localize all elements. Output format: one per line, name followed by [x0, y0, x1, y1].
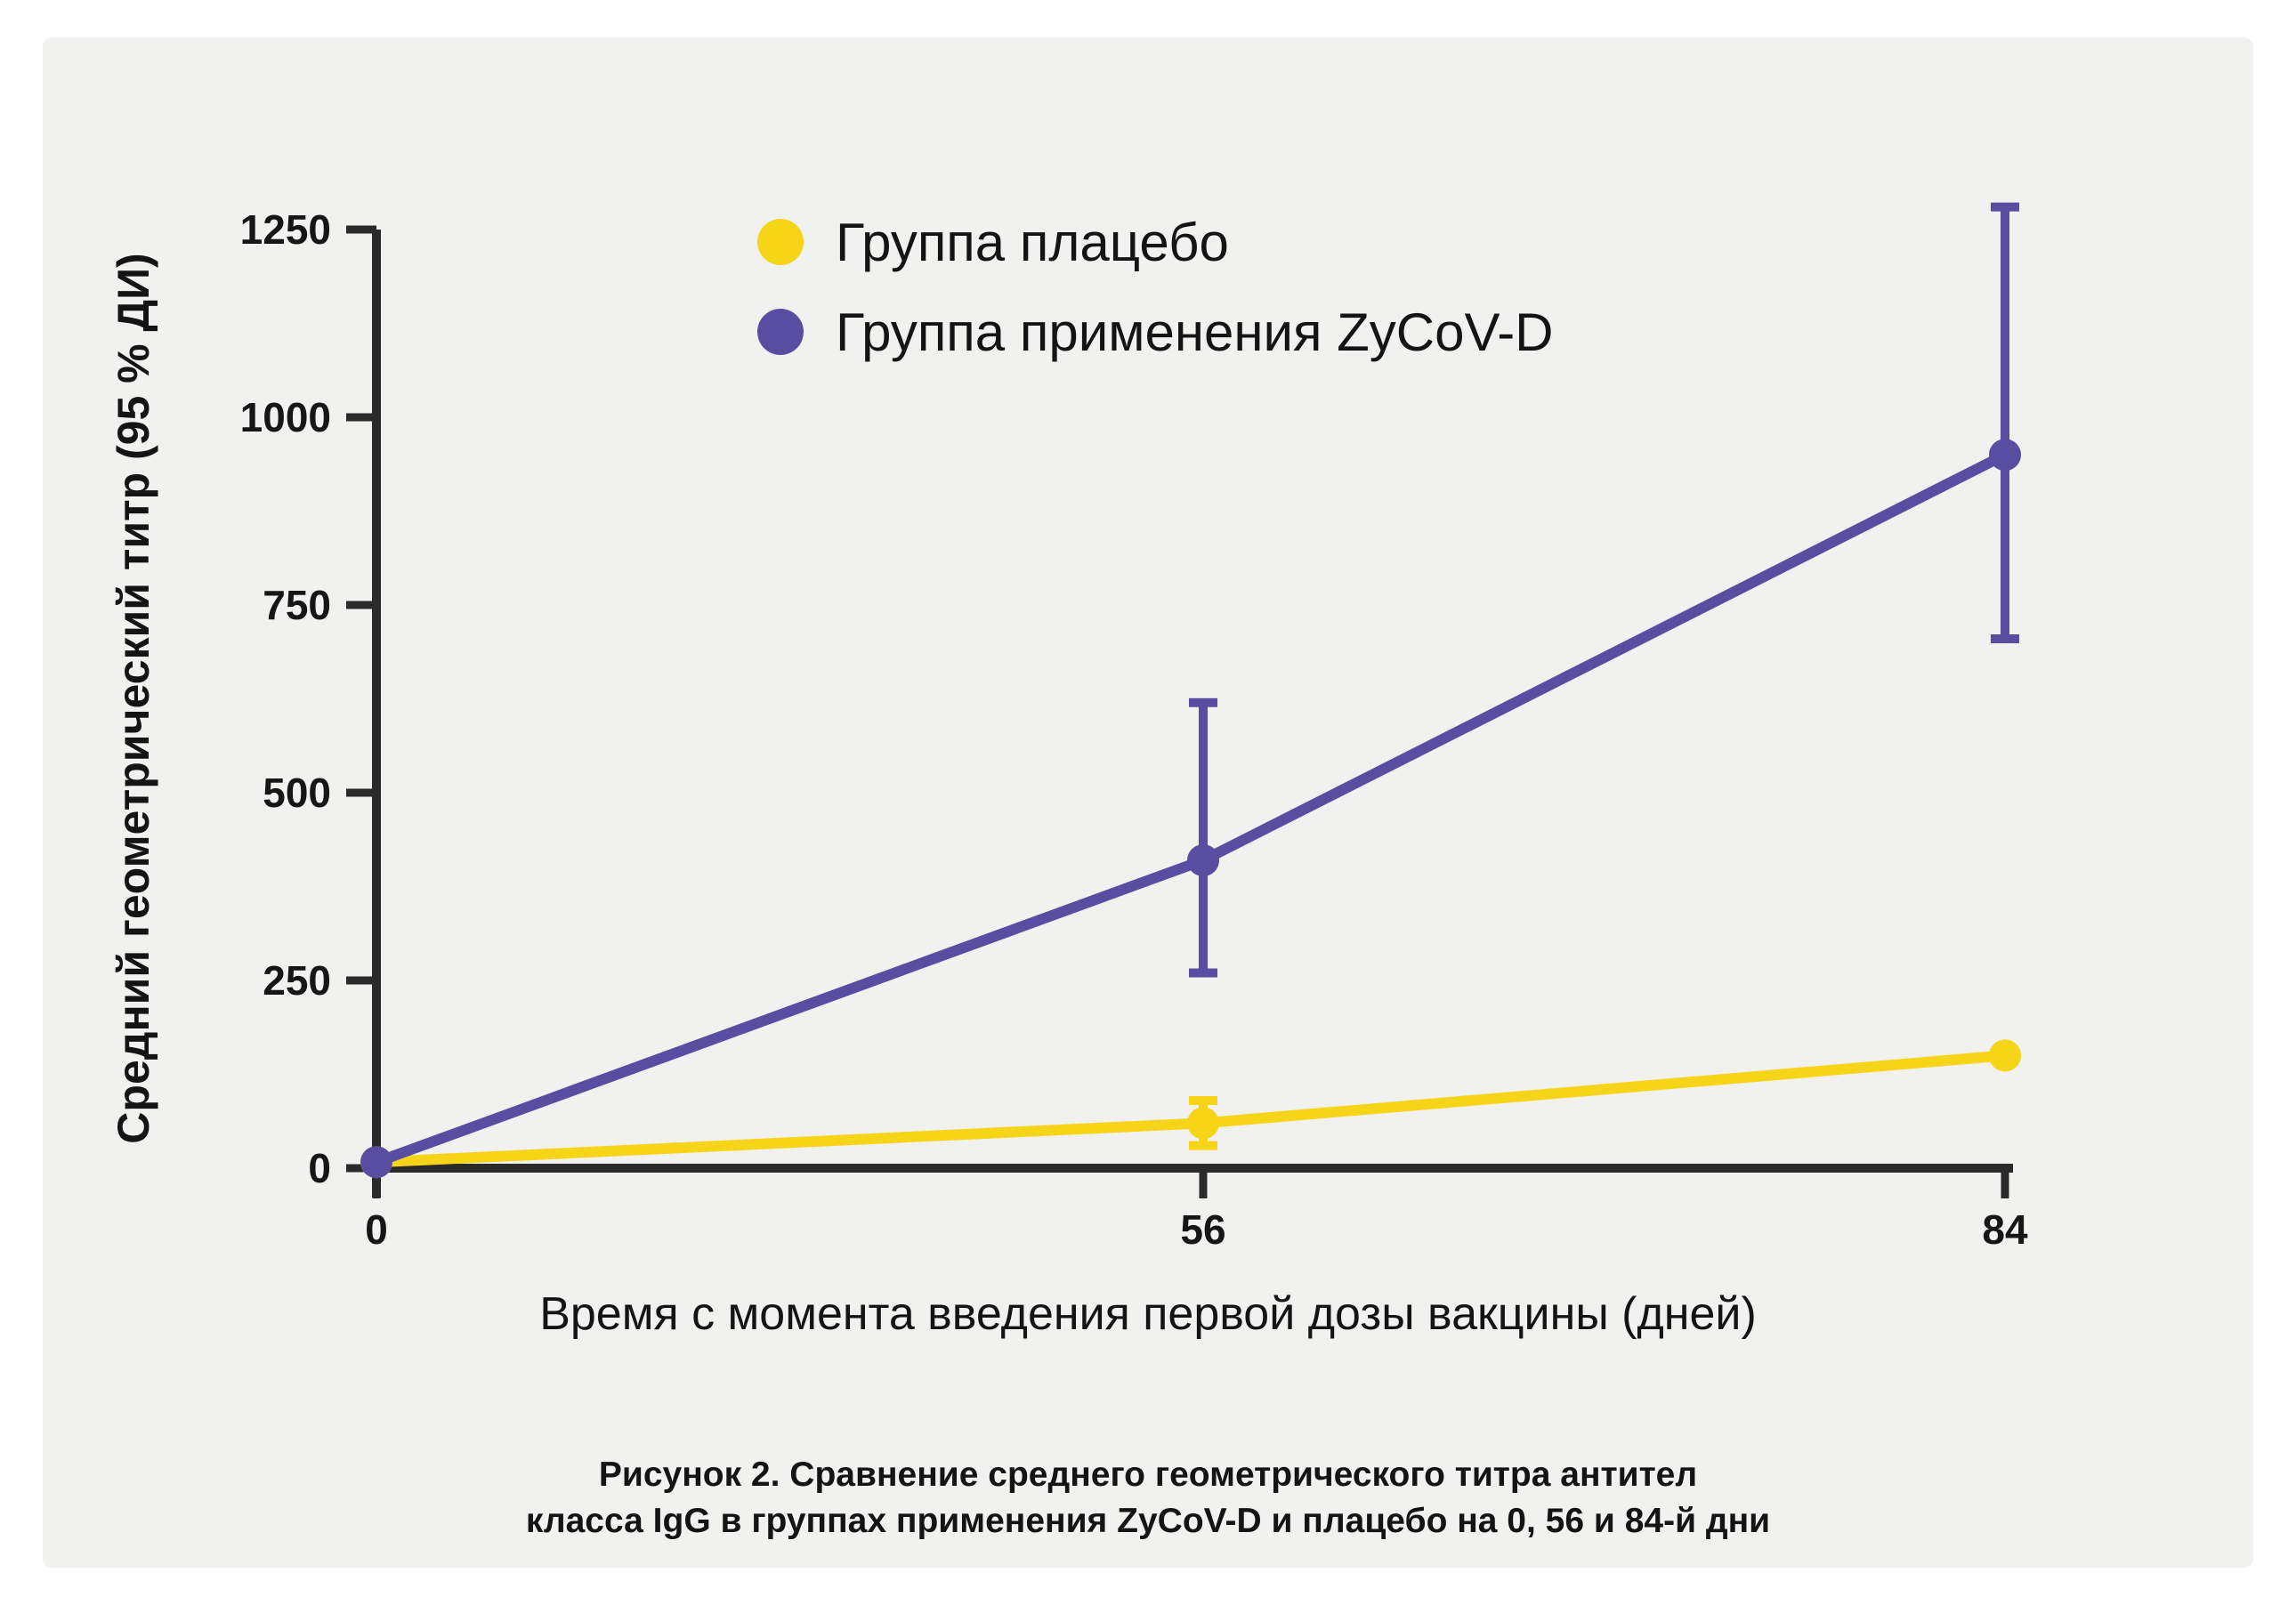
data-point	[1989, 1039, 2021, 1072]
data-point	[360, 1146, 392, 1179]
legend-item-zycovd: Группа применения ZyCoV-D	[757, 302, 1554, 362]
legend-label-zycovd: Группа применения ZyCoV-D	[836, 302, 1554, 362]
zycovd-marker-icon	[757, 309, 804, 355]
legend-item-placebo: Группа плацебо	[757, 213, 1554, 272]
data-point	[1187, 1107, 1219, 1140]
y-axis-title: Средний геометрический титр (95 % ДИ)	[109, 253, 158, 1144]
data-point	[1989, 439, 2021, 472]
y-tick-label: 250	[263, 957, 331, 1004]
chart-card	[43, 37, 2253, 1568]
x-tick-label: 56	[1180, 1206, 1225, 1253]
series-line	[374, 449, 2008, 1167]
y-tick-label: 750	[263, 582, 331, 628]
y-tick-label: 500	[263, 770, 331, 816]
x-tick-label: 0	[365, 1206, 388, 1253]
data-point	[1187, 843, 1219, 876]
caption-line-1: Рисунок 2. Сравнение среднего геометриче…	[598, 1456, 1698, 1494]
figure-caption: Рисунок 2. Сравнение среднего геометриче…	[526, 1452, 1770, 1545]
caption-line-2: класса IgG в группах применения ZyCoV-D …	[525, 1502, 1771, 1541]
y-tick-label: 1250	[240, 206, 331, 253]
x-axis-title: Время с момента введения первой дозы вак…	[539, 1288, 1757, 1340]
x-tick-label: 84	[1982, 1206, 2028, 1253]
y-tick-label: 1000	[240, 394, 331, 440]
placebo-marker-icon	[757, 219, 804, 265]
y-tick-label: 0	[308, 1145, 331, 1191]
legend-label-placebo: Группа плацебо	[836, 212, 1229, 272]
chart-legend: Группа плацебо Группа применения ZyCoV-D	[757, 213, 1554, 399]
